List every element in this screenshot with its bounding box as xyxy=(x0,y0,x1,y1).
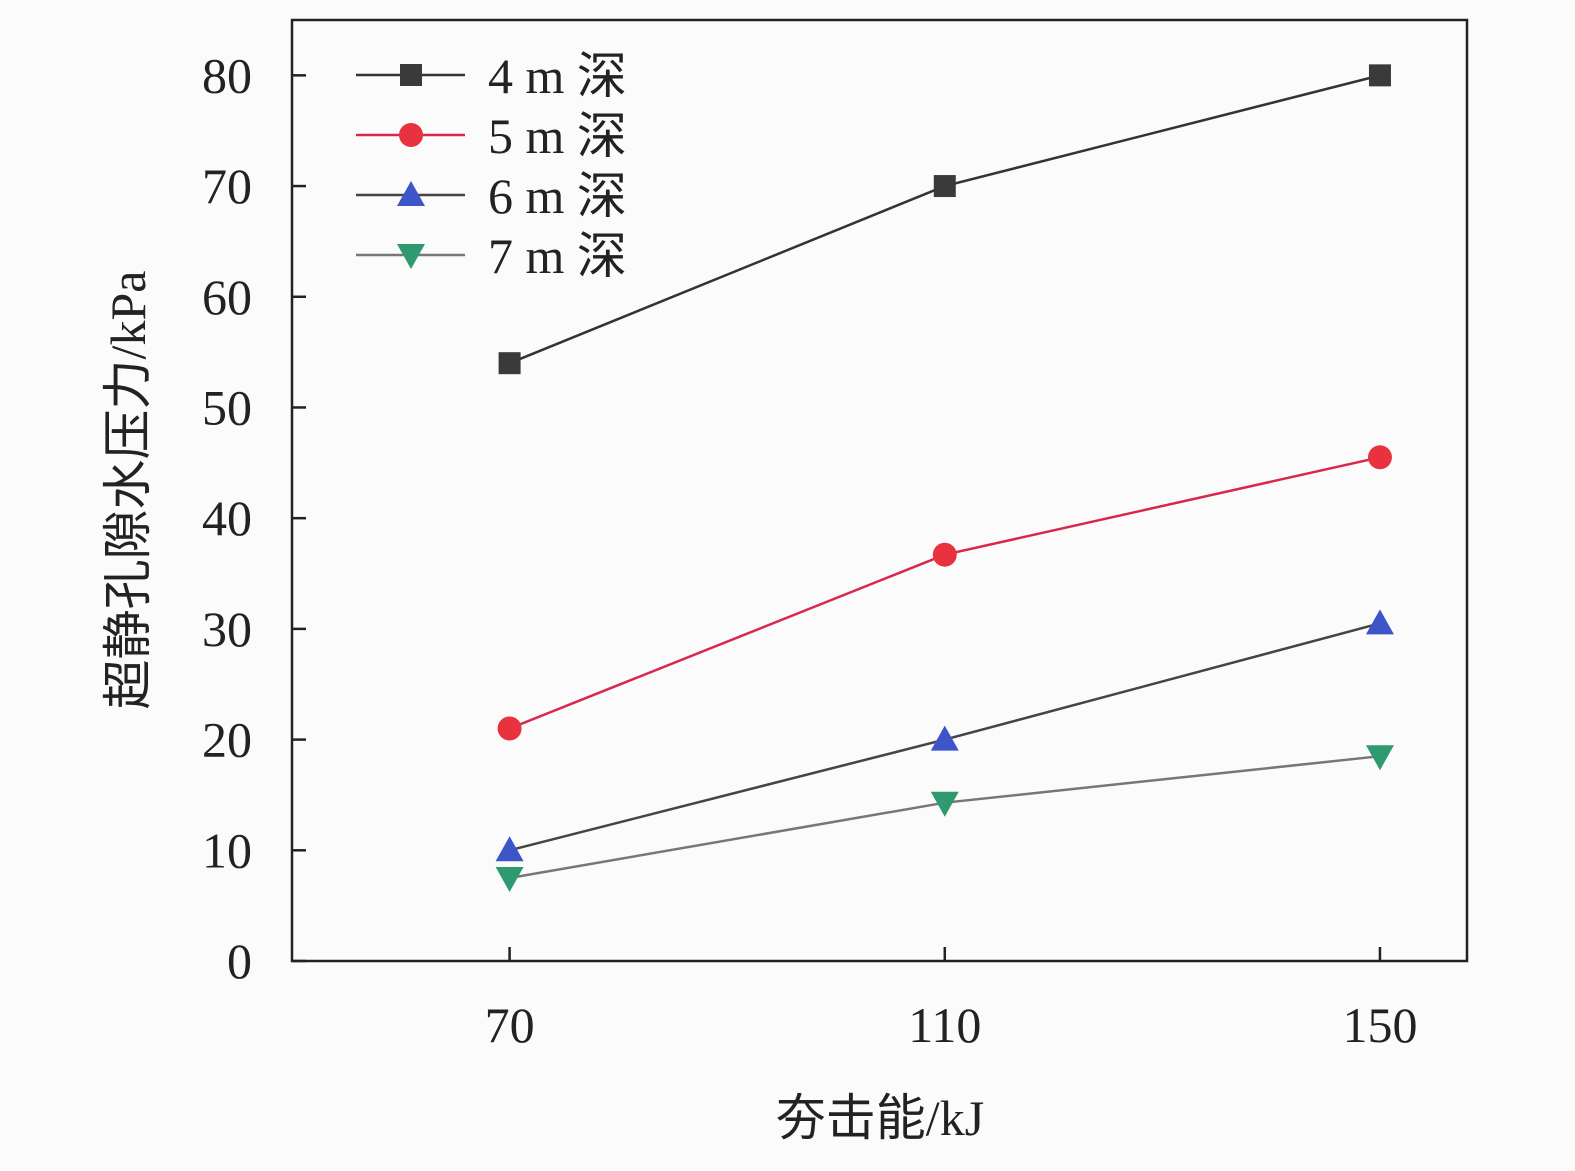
y-tick-label: 30 xyxy=(202,601,252,657)
y-tick-label: 50 xyxy=(202,379,252,435)
x-tick-label: 70 xyxy=(485,997,535,1053)
x-tick-label: 110 xyxy=(908,997,981,1053)
legend-marker xyxy=(397,181,425,206)
series-4m-point xyxy=(1368,64,1391,87)
series-4m-point xyxy=(498,352,521,375)
y-tick-label: 0 xyxy=(227,933,252,989)
series-4m-line xyxy=(509,74,1381,365)
series-6m-point xyxy=(495,836,524,862)
x-axis-label: 夯击能/kJ xyxy=(776,1090,984,1146)
y-axis-label: 超静孔隙水压力/kPa xyxy=(100,271,156,710)
x-tick-label: 150 xyxy=(1342,997,1417,1053)
legend-label: 7 m 深 xyxy=(488,228,627,284)
legend-label: 6 m 深 xyxy=(488,168,627,224)
series-7m-point xyxy=(495,866,524,892)
series-5m-point xyxy=(1367,445,1392,470)
series-6m-point xyxy=(930,725,959,751)
legend-marker xyxy=(400,64,422,86)
y-tick-label: 40 xyxy=(202,490,252,546)
legend-marker xyxy=(397,244,425,269)
y-tick-label: 60 xyxy=(202,269,252,325)
series-6m-point xyxy=(1365,609,1394,635)
y-tick-label: 20 xyxy=(202,712,252,768)
y-tick-label: 70 xyxy=(202,158,252,214)
y-tick-label: 10 xyxy=(202,822,252,878)
series-5m-point xyxy=(932,542,957,567)
y-tick-label: 80 xyxy=(202,47,252,103)
plot-frame xyxy=(290,18,1469,963)
legend-marker xyxy=(399,123,423,147)
legend-label: 4 m 深 xyxy=(488,48,627,104)
series-5m-line xyxy=(509,456,1381,730)
series-7m-point xyxy=(1365,745,1394,771)
series-5m-point xyxy=(497,716,522,741)
legend-label: 5 m 深 xyxy=(488,108,627,164)
series-7m-point xyxy=(930,791,959,817)
series-4m-point xyxy=(933,175,956,198)
